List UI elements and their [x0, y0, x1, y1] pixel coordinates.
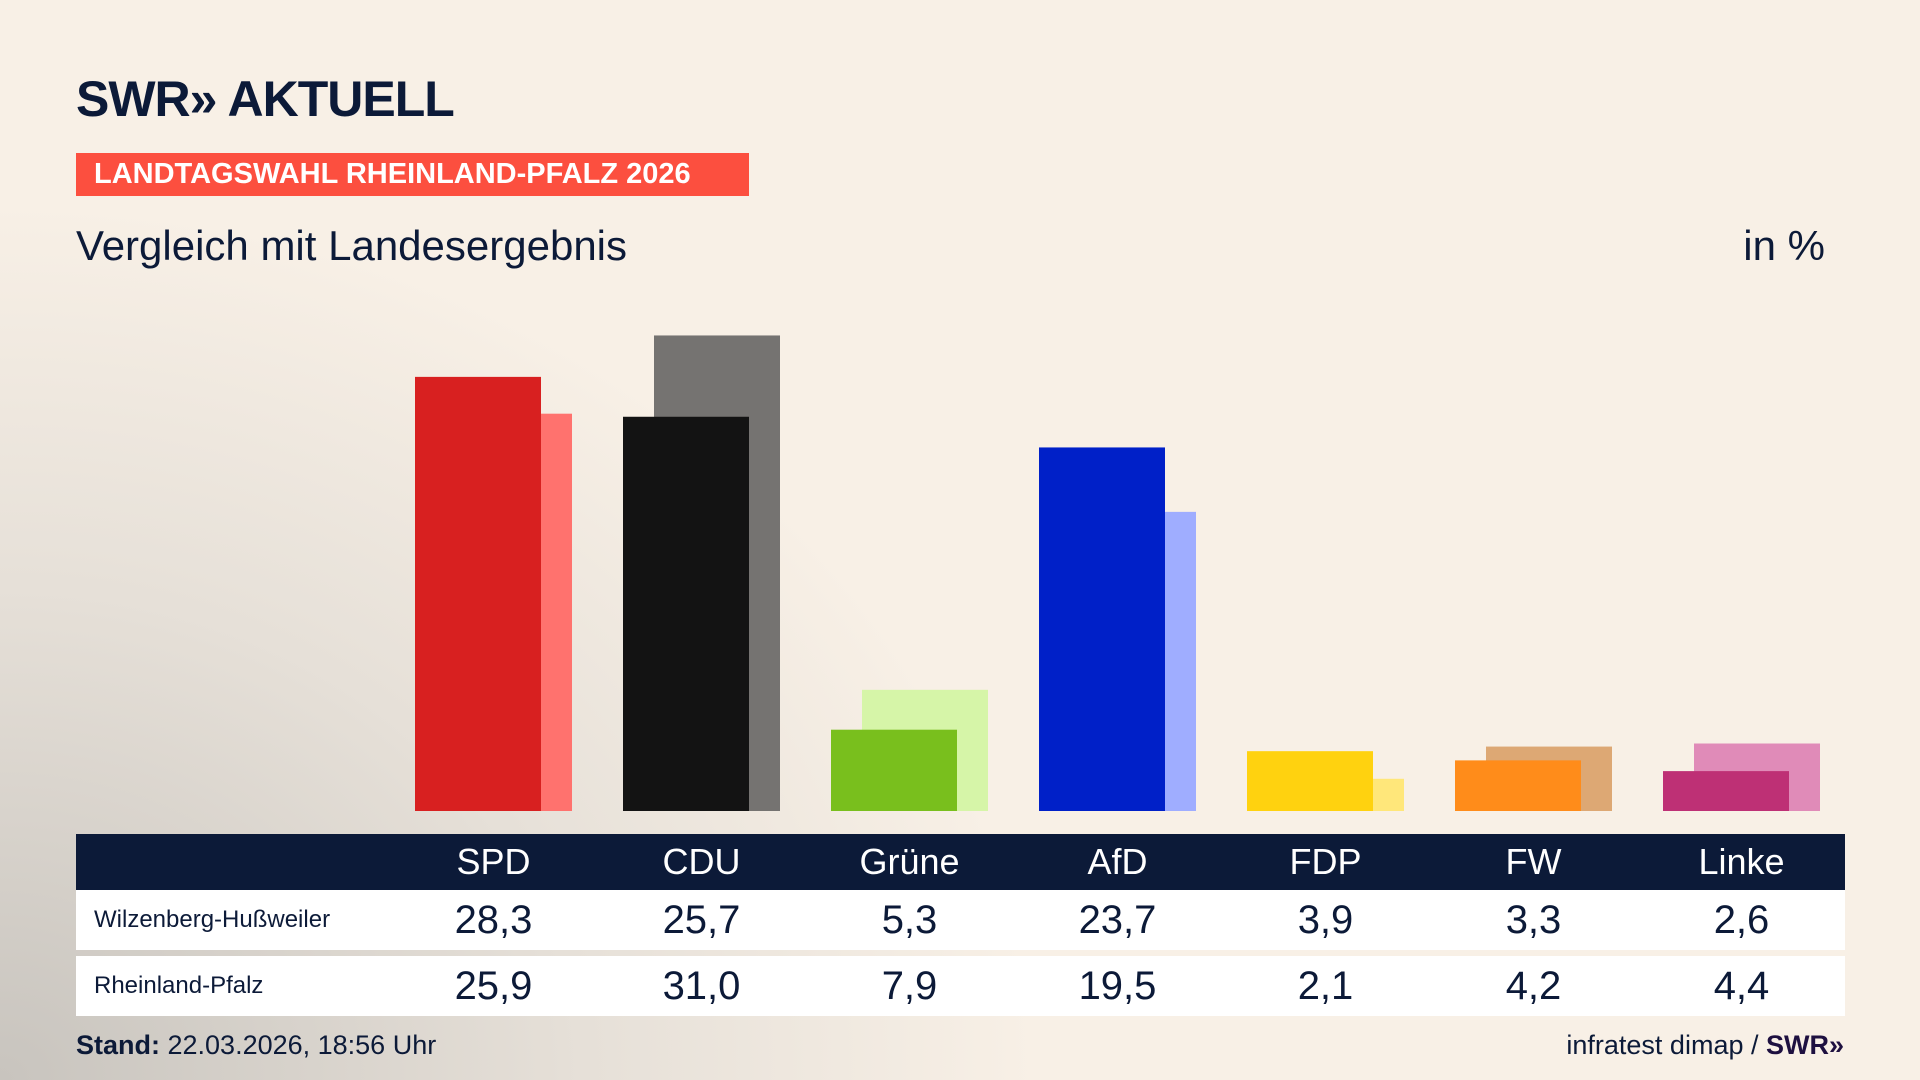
table-header: SPD CDU Grüne AfD FDP FW Linke [76, 834, 1845, 890]
source: infratest dimap / SWR» [1566, 1030, 1844, 1061]
bar-linke-local [1663, 771, 1789, 811]
bar-chart [415, 335, 1820, 811]
stand-label: Stand: [76, 1030, 160, 1060]
bar-fdp-local [1247, 751, 1373, 811]
value-cell: 19,5 [1078, 964, 1157, 1008]
value-cell: 2,6 [1713, 898, 1770, 942]
swr-logo: SWR» [1765, 1030, 1844, 1060]
value-cell: 4,2 [1505, 964, 1562, 1008]
value-cell: 3,9 [1297, 898, 1354, 942]
row-label: Rheinland-Pfalz [94, 972, 264, 999]
value-cell: 2,1 [1297, 964, 1354, 1008]
value-cell: 25,7 [662, 898, 741, 942]
party-label: Grüne [859, 841, 960, 882]
value-cell: 31,0 [662, 964, 741, 1008]
value-cell: 7,9 [881, 964, 938, 1008]
row-label: Wilzenberg-Hußweiler [94, 906, 331, 933]
party-label: CDU [662, 841, 741, 882]
value-cell: 4,4 [1713, 964, 1770, 1008]
table-row: Wilzenberg-Hußweiler 28,3 25,7 5,3 23,7 3,9 3,… [76, 890, 1845, 950]
party-label: FDP [1289, 841, 1362, 882]
value-cell: 28,3 [454, 898, 533, 942]
bar-afd-local [1039, 447, 1165, 811]
source-text: infratest dimap / [1566, 1030, 1766, 1060]
swr-aktuell-logo: SWR» AKTUELL [76, 71, 455, 127]
results-table: SPD CDU Grüne AfD FDP FW Linke Wilzenberg-Hußw… [76, 834, 1845, 1022]
value-cell: 5,3 [881, 898, 938, 942]
stand-value: 22.03.2026, 18:56 Uhr [160, 1030, 437, 1060]
value-cell: 25,9 [454, 964, 533, 1008]
bar-spd-local [415, 376, 541, 811]
party-label: SPD [456, 841, 531, 882]
table-row: Rheinland-Pfalz 25,9 31,0 7,9 19,5 2,1 4,2 4,4 [76, 956, 1845, 1016]
bar-cdu-local [623, 416, 749, 811]
election-banner: LANDTAGSWAHL RHEINLAND-PFALZ 2026 [76, 153, 749, 196]
party-label: AfD [1087, 841, 1148, 882]
party-label: FW [1505, 841, 1562, 882]
bar-grüne-local [831, 729, 957, 811]
unit-label: in % [1743, 222, 1825, 269]
value-cell: 3,3 [1505, 898, 1562, 942]
chart-subtitle: Vergleich mit Landesergebnis [76, 222, 628, 269]
timestamp: Stand: 22.03.2026, 18:56 Uhr [76, 1030, 436, 1061]
party-label: Linke [1698, 841, 1785, 882]
bar-fw-local [1455, 760, 1581, 811]
value-cell: 23,7 [1078, 898, 1157, 942]
